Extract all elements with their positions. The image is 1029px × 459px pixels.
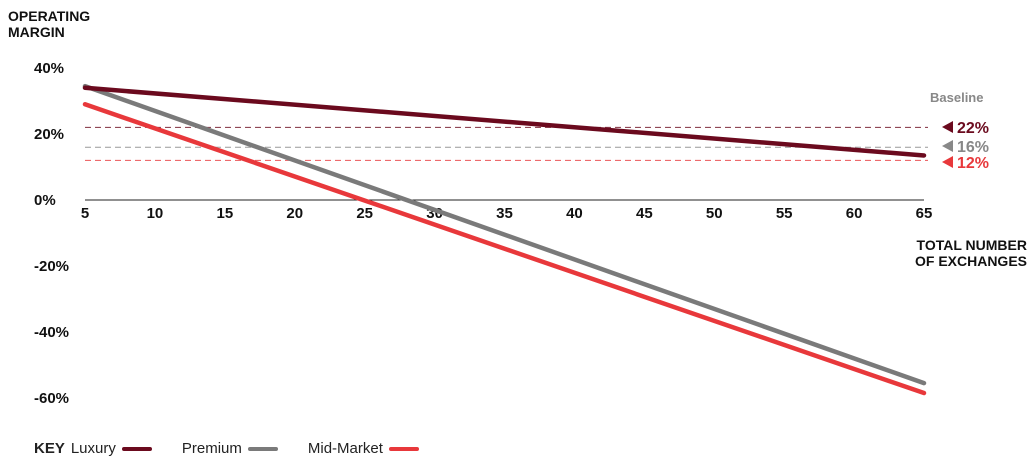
series-line-luxury <box>82 85 927 158</box>
legend-label-luxury: Luxury <box>70 440 116 457</box>
series-lines <box>82 83 927 396</box>
x-tick-label-11: 60 <box>846 205 863 222</box>
legend-item-mid-market: Mid-Market <box>308 440 419 457</box>
y-tick-label-5: -60% <box>34 390 69 407</box>
y-tick-label-3: -20% <box>34 258 69 275</box>
x-tick-label-1: 10 <box>147 205 164 222</box>
legend-swatch-mid-market <box>388 446 419 451</box>
legend-title: KEY <box>34 440 65 457</box>
x-tick-label-8: 45 <box>636 205 653 222</box>
x-axis-title-line2: OF EXCHANGES <box>914 253 1027 269</box>
x-tick-label-12: 65 <box>916 205 933 222</box>
y-tick-label-0: 40% <box>34 60 64 77</box>
y-axis-title: OPERATING MARGIN <box>8 8 90 40</box>
y-tick-labels: 40% 20% 0% -20% -40% -60% <box>34 60 69 407</box>
legend-label-premium: Premium <box>181 440 242 457</box>
baseline-markers: 22% 16%12% <box>942 120 989 172</box>
baseline-value-label-1: 16% <box>957 139 989 156</box>
x-tick-label-9: 50 <box>706 205 723 222</box>
y-tick-label-1: 20% <box>34 126 64 143</box>
y-axis-title-line2: MARGIN <box>8 24 65 40</box>
x-tick-label-0: 5 <box>81 205 89 222</box>
legend-item-luxury: Luxury <box>71 440 152 457</box>
x-tick-label-6: 35 <box>496 205 513 222</box>
baseline-marker-icon-2 <box>942 156 953 168</box>
legend-item-premium: Premium <box>182 440 278 457</box>
series-line-premium <box>82 83 927 386</box>
x-axis-title-line1: TOTAL NUMBER <box>916 237 1027 253</box>
y-tick-label-2: 0% <box>34 192 56 209</box>
legend-swatch-premium <box>247 446 278 451</box>
legend: KEY Luxury Premium Mid-Market <box>34 440 449 457</box>
baseline-title: Baseline <box>930 90 984 105</box>
x-tick-label-2: 15 <box>216 205 233 222</box>
x-tick-labels: 5 10 15 20 25 30 35 40 45 50 55 60 65 <box>81 205 933 222</box>
legend-label-mid-market: Mid-Market <box>307 440 383 457</box>
y-tick-label-4: -40% <box>34 324 69 341</box>
baseline-lines <box>85 126 928 161</box>
x-axis-title: TOTAL NUMBER OF EXCHANGES <box>915 237 1027 269</box>
series-line-mid-market <box>82 102 927 396</box>
x-tick-label-10: 55 <box>776 205 793 222</box>
baseline-marker-icon-0 <box>942 121 953 133</box>
baseline-value-label-0: 22% <box>957 120 989 137</box>
y-axis-title-line1: OPERATING <box>8 8 91 24</box>
baseline-marker-icon-1 <box>942 140 953 152</box>
x-tick-label-4: 25 <box>356 205 373 222</box>
x-tick-label-3: 20 <box>286 205 303 222</box>
x-tick-label-7: 40 <box>566 205 583 222</box>
legend-swatch-luxury <box>121 446 152 451</box>
baseline-value-label-2: 12% <box>957 155 989 172</box>
